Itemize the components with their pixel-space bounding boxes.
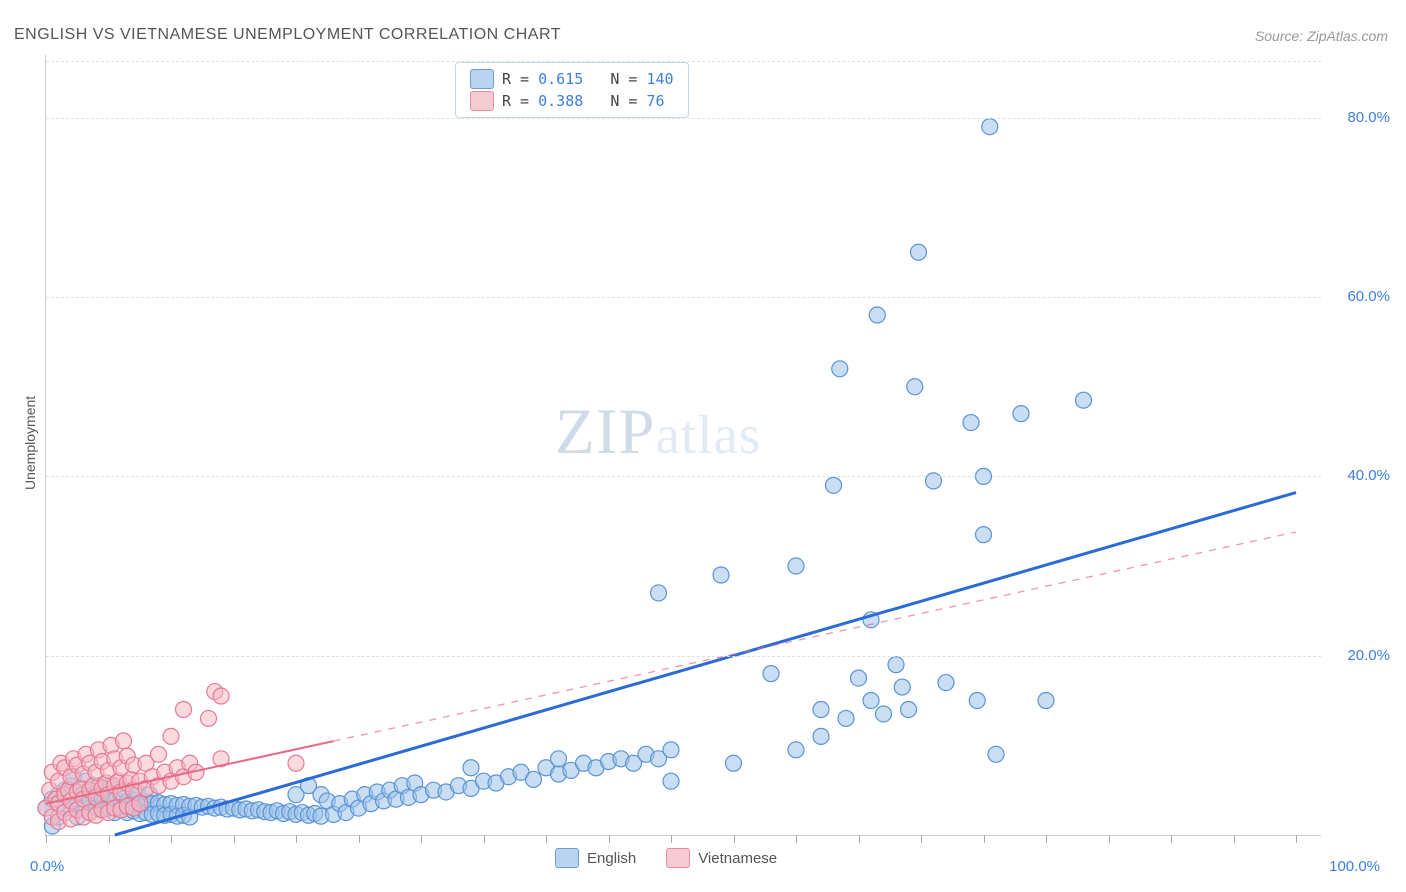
data-point-english [876, 706, 892, 722]
data-point-english [763, 666, 779, 682]
x-tick-mark [296, 835, 297, 843]
data-point-english [463, 760, 479, 776]
x-tick-mark [734, 835, 735, 843]
data-point-english [982, 119, 998, 135]
x-tick-mark [796, 835, 797, 843]
legend-swatch [470, 91, 494, 111]
x-tick-mark [921, 835, 922, 843]
y-tick-label: 20.0% [1330, 647, 1390, 664]
legend-item: English [555, 848, 636, 868]
chart-title: ENGLISH VS VIETNAMESE UNEMPLOYMENT CORRE… [14, 26, 561, 44]
data-point-english [907, 379, 923, 395]
data-point-english [988, 746, 1004, 762]
x-tick-mark [421, 835, 422, 843]
x-tick-mark [1296, 835, 1297, 843]
data-point-vietnamese [132, 796, 148, 812]
data-point-english [863, 693, 879, 709]
data-point-vietnamese [201, 710, 217, 726]
x-tick-mark [109, 835, 110, 843]
x-axis-min-label: 0.0% [30, 858, 64, 875]
source-prefix: Source: [1255, 28, 1307, 44]
data-point-english [813, 701, 829, 717]
source-credit: Source: ZipAtlas.com [1255, 28, 1388, 44]
x-tick-mark [859, 835, 860, 843]
data-point-english [888, 657, 904, 673]
data-point-english [901, 701, 917, 717]
data-point-english [976, 527, 992, 543]
gridline [46, 297, 1321, 298]
legend-text: R = 0.615 N = 140 [502, 70, 674, 88]
data-point-english [663, 773, 679, 789]
data-point-english [651, 585, 667, 601]
data-point-vietnamese [151, 746, 167, 762]
x-tick-mark [671, 835, 672, 843]
y-tick-label: 80.0% [1330, 109, 1390, 126]
data-point-english [1013, 406, 1029, 422]
data-point-english [963, 415, 979, 431]
y-tick-label: 60.0% [1330, 288, 1390, 305]
data-point-english [663, 742, 679, 758]
correlation-legend: R = 0.615 N = 140 R = 0.388 N = 76 [455, 62, 689, 118]
x-tick-mark [171, 835, 172, 843]
data-point-vietnamese [288, 755, 304, 771]
x-tick-mark [46, 835, 47, 843]
data-point-english [713, 567, 729, 583]
y-axis-label: Unemployment [22, 396, 38, 490]
legend-swatch [666, 848, 690, 868]
data-point-vietnamese [176, 701, 192, 717]
legend-label: English [587, 850, 636, 867]
legend-text: R = 0.388 N = 76 [502, 92, 665, 110]
x-tick-mark [1046, 835, 1047, 843]
data-point-vietnamese [116, 733, 132, 749]
source-name: ZipAtlas.com [1307, 28, 1388, 44]
data-point-english [926, 473, 942, 489]
regression-line-english [115, 493, 1296, 835]
data-point-english [969, 693, 985, 709]
legend-label: Vietnamese [698, 850, 777, 867]
x-tick-mark [546, 835, 547, 843]
legend-row: R = 0.615 N = 140 [470, 69, 674, 89]
legend-row: R = 0.388 N = 76 [470, 91, 674, 111]
x-axis-max-label: 100.0% [1329, 858, 1380, 875]
gridline [46, 476, 1321, 477]
data-point-english [826, 477, 842, 493]
series-legend: English Vietnamese [555, 848, 777, 868]
data-point-english [551, 751, 567, 767]
x-tick-mark [484, 835, 485, 843]
legend-swatch [555, 848, 579, 868]
gridline [46, 656, 1321, 657]
data-point-english [938, 675, 954, 691]
data-point-english [788, 558, 804, 574]
data-point-english [1038, 693, 1054, 709]
data-point-vietnamese [213, 688, 229, 704]
x-tick-mark [234, 835, 235, 843]
data-point-english [894, 679, 910, 695]
data-point-english [838, 710, 854, 726]
data-point-english [869, 307, 885, 323]
plot-svg [46, 55, 1321, 835]
data-point-english [813, 728, 829, 744]
data-point-english [911, 244, 927, 260]
data-point-vietnamese [163, 728, 179, 744]
x-tick-mark [1171, 835, 1172, 843]
plot-area [45, 55, 1321, 836]
x-tick-mark [984, 835, 985, 843]
data-point-english [788, 742, 804, 758]
y-tick-label: 40.0% [1330, 467, 1390, 484]
data-point-english [1076, 392, 1092, 408]
data-point-english [832, 361, 848, 377]
data-point-english [851, 670, 867, 686]
x-tick-mark [359, 835, 360, 843]
x-tick-mark [1109, 835, 1110, 843]
legend-item: Vietnamese [666, 848, 777, 868]
x-tick-mark [609, 835, 610, 843]
data-point-english [526, 771, 542, 787]
data-point-english [726, 755, 742, 771]
x-tick-mark [1234, 835, 1235, 843]
legend-swatch [470, 69, 494, 89]
